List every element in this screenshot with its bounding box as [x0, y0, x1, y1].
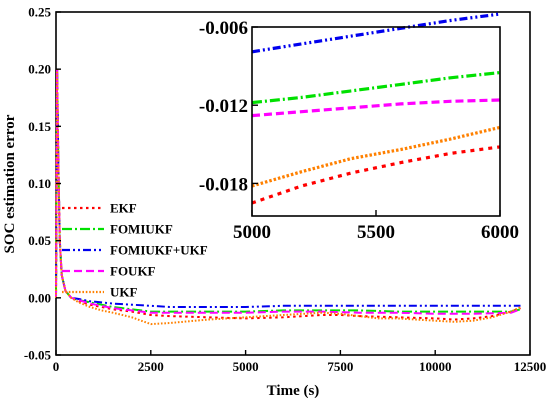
main-axis-ticks: 0 2500 5000 7500 10000 12500 -0.05 0.00 0.05 0.10… [24, 5, 546, 375]
y-tick-label: 0.20 [28, 62, 51, 77]
inset-x-tick-label: 5500 [357, 222, 395, 243]
x-axis-title: Time (s) [267, 383, 320, 399]
y-tick-label: 0.00 [28, 290, 51, 305]
inset-y-tick-label: -0.018 [199, 174, 248, 195]
series-line-fomiukf-ukf [55, 69, 521, 308]
y-axis-title: SOC estimation error [2, 114, 18, 253]
y-tick-label: 0.10 [28, 176, 51, 191]
legend: EKF FOMIUKF FOMIUKF+UKF FOUKF UKF [62, 201, 208, 300]
main-series-lines [55, 69, 521, 326]
x-tick-label: 7500 [327, 359, 353, 374]
inset-zoom-plot: 5000 5500 6000 -0.006 -0.012 -0.018 [199, 12, 519, 243]
x-tick-label: 0 [53, 359, 60, 374]
inset-y-tick-label: -0.012 [199, 96, 248, 117]
inset-series-line-fomiukf [251, 71, 501, 105]
inset-background [252, 27, 500, 216]
series-line-foukf [55, 69, 521, 315]
legend-label-ekf: EKF [110, 201, 137, 216]
legend-label-fomiukf: FOMIUKF [110, 222, 173, 237]
y-tick-label: 0.05 [28, 233, 51, 248]
inset-x-tick-label: 6000 [481, 222, 519, 243]
inset-series-line-ekf [251, 145, 501, 205]
inset-axis-ticks: 5000 5500 6000 -0.006 -0.012 -0.018 [199, 18, 519, 243]
y-tick-label: 0.15 [28, 119, 51, 134]
x-tick-label: 2500 [138, 359, 164, 374]
x-tick-label: 10000 [419, 359, 452, 374]
y-tick-label: 0.25 [28, 5, 51, 20]
y-tick-label: -0.05 [24, 348, 52, 363]
inset-y-tick-label: -0.006 [199, 18, 248, 39]
legend-label-foukf: FOUKF [110, 264, 156, 279]
legend-label-fomiukf-ukf: FOMIUKF+UKF [110, 243, 208, 258]
inset-series-line-foukf [251, 98, 501, 118]
legend-label-ukf: UKF [110, 285, 138, 300]
x-tick-label: 12500 [514, 359, 547, 374]
series-line-ukf [55, 69, 521, 326]
inset-series-lines [251, 12, 501, 205]
inset-series-line-ukf [251, 125, 501, 188]
x-tick-label: 5000 [233, 359, 259, 374]
inset-x-tick-label: 5000 [233, 222, 271, 243]
